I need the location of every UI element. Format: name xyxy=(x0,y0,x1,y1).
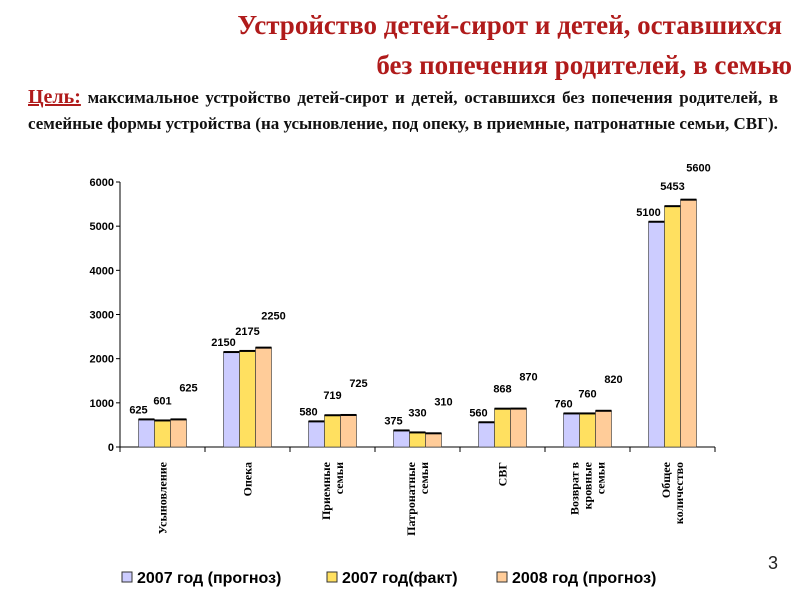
data-label: 330 xyxy=(408,407,426,419)
legend-swatch xyxy=(326,571,338,583)
bar xyxy=(425,433,442,448)
category-label: Возврат в xyxy=(568,461,582,515)
data-label: 5100 xyxy=(636,207,660,219)
data-label: 2150 xyxy=(211,337,235,349)
data-label: 580 xyxy=(299,406,317,418)
category-label: количество xyxy=(672,462,686,524)
y-tick-label: 1000 xyxy=(90,398,114,410)
bar xyxy=(340,414,357,448)
category-label: Опека xyxy=(241,462,255,496)
y-tick-label: 5000 xyxy=(90,221,114,233)
bar xyxy=(154,420,171,448)
data-label: 820 xyxy=(604,374,622,386)
data-label: 2175 xyxy=(235,326,259,338)
data-label: 601 xyxy=(153,395,171,407)
data-label: 760 xyxy=(554,398,572,410)
bar xyxy=(324,414,341,448)
y-tick-label: 2000 xyxy=(90,354,114,366)
bar xyxy=(223,351,240,448)
legend-label: 2007 год(факт) xyxy=(342,570,458,587)
data-label: 719 xyxy=(323,390,341,402)
data-label: 560 xyxy=(469,407,487,419)
bar xyxy=(308,421,325,448)
legend-label: 2007 год (прогноз) xyxy=(137,570,281,587)
data-label: 725 xyxy=(349,378,367,390)
legend-swatch xyxy=(121,571,133,583)
bar xyxy=(478,421,495,448)
data-label: 625 xyxy=(129,404,147,416)
bar xyxy=(138,419,155,448)
data-label: 2250 xyxy=(261,311,285,323)
category-label: Общее xyxy=(659,461,673,498)
y-tick-label: 4000 xyxy=(90,265,114,277)
page-number: 3 xyxy=(767,553,778,573)
bar xyxy=(494,408,511,448)
category-label: СВГ xyxy=(496,462,510,486)
bar xyxy=(664,205,681,448)
category-label: семьи xyxy=(594,462,608,494)
data-label: 310 xyxy=(434,396,452,408)
category-label: семьи xyxy=(332,462,346,494)
legend-swatch xyxy=(496,571,508,583)
bar xyxy=(170,419,187,448)
data-label: 375 xyxy=(384,415,402,427)
category-label: Усыновление xyxy=(156,461,170,534)
bar xyxy=(579,413,596,448)
goal-paragraph: Цель: максимальное устройство детей-сиро… xyxy=(28,84,778,137)
legend-label: 2008 год (прогноз) xyxy=(512,570,656,587)
category-label: семьи xyxy=(417,462,431,494)
bar xyxy=(595,410,612,448)
data-label: 5600 xyxy=(686,163,710,175)
title-line-1: Устройство детей-сирот и детей, оставших… xyxy=(237,10,782,40)
category-label: кровные xyxy=(581,461,595,509)
data-label: 760 xyxy=(578,388,596,400)
y-tick-label: 0 xyxy=(108,442,114,454)
category-label: Патронатные xyxy=(404,461,418,536)
y-tick-label: 6000 xyxy=(90,177,114,189)
bar xyxy=(680,199,697,448)
bar xyxy=(563,413,580,448)
bar xyxy=(409,432,426,448)
y-tick-label: 3000 xyxy=(90,310,114,322)
goal-label: Цель: xyxy=(28,86,81,108)
goal-text: максимальное устройство детей-сирот и де… xyxy=(28,88,779,133)
title-line-2: без попечения родителей, в семью xyxy=(376,50,792,80)
bar xyxy=(510,408,527,448)
bar xyxy=(393,430,410,448)
category-label: Приемные xyxy=(319,461,333,520)
bar xyxy=(648,221,665,448)
data-label: 868 xyxy=(493,384,511,396)
bar xyxy=(239,350,256,448)
bar xyxy=(255,347,272,448)
data-label: 870 xyxy=(519,372,537,384)
data-label: 5453 xyxy=(660,181,684,193)
data-label: 625 xyxy=(179,382,197,394)
